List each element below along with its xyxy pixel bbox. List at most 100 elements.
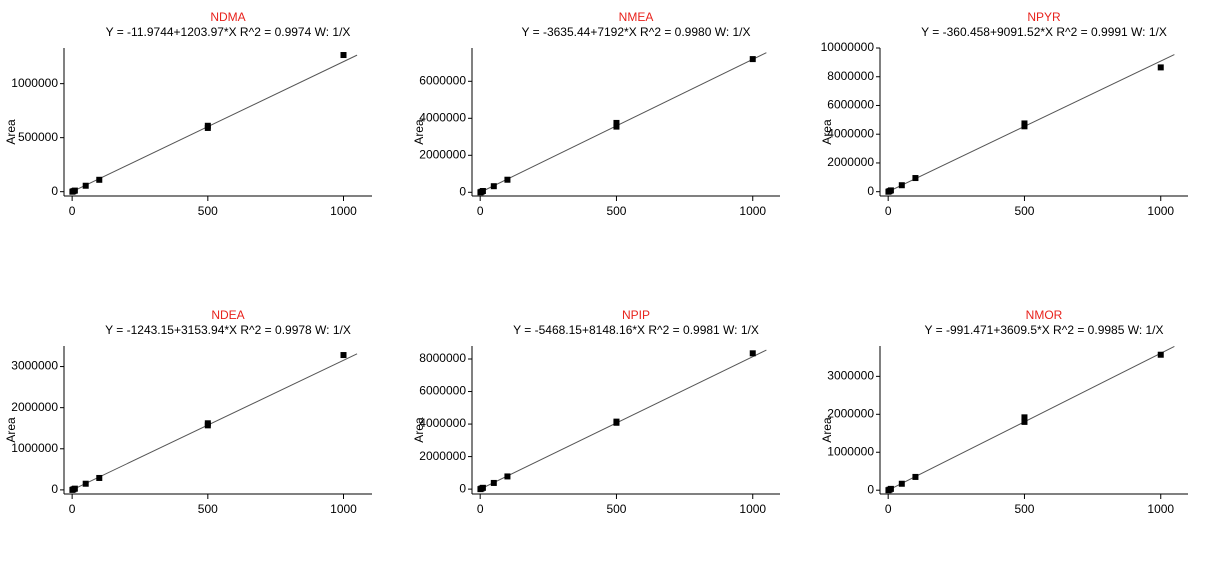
data-point: [1157, 64, 1164, 71]
y-axis-label: Area: [820, 417, 834, 443]
data-point: [96, 176, 103, 183]
equation: Y = -11.9744+1203.97*X R^2 = 0.9974 W: 1…: [106, 25, 351, 39]
data-point: [898, 182, 905, 189]
data-point: [912, 175, 919, 182]
data-point: [1021, 418, 1028, 425]
data-point: [490, 183, 497, 190]
chart-title: NDEA: [211, 308, 244, 322]
data-point: [82, 182, 89, 189]
x-tick-label: 1000: [330, 204, 357, 218]
chart-title: NPYR: [1027, 10, 1061, 24]
fit-line: [71, 54, 358, 193]
x-tick-label: 500: [606, 502, 626, 516]
data-point: [887, 485, 894, 492]
data-point: [912, 473, 919, 480]
data-point: [1021, 414, 1028, 421]
y-tick-label: 8000000: [827, 69, 874, 83]
y-tick-label: 4000000: [419, 416, 466, 430]
chart-title: NMEA: [619, 10, 654, 24]
chart-title: NPIP: [622, 308, 650, 322]
data-point: [749, 56, 756, 63]
fit-line: [71, 353, 358, 491]
data-point: [613, 418, 620, 425]
y-tick-label: 2000000: [11, 400, 58, 414]
data-point: [1157, 351, 1164, 358]
y-tick-label: 10000000: [821, 40, 875, 54]
y-tick-label: 4000000: [419, 110, 466, 124]
data-point: [749, 350, 756, 357]
equation: Y = -5468.15+8148.16*X R^2 = 0.9981 W: 1…: [513, 323, 759, 337]
y-tick-label: 6000000: [827, 98, 874, 112]
y-tick-label: 6000000: [419, 384, 466, 398]
y-tick-label: 2000000: [419, 449, 466, 463]
data-point: [504, 473, 511, 480]
x-tick-label: 0: [885, 204, 892, 218]
y-axis-label: Area: [4, 417, 18, 443]
y-tick-label: 0: [867, 482, 874, 496]
y-tick-label: 4000000: [827, 126, 874, 140]
x-tick-label: 500: [606, 204, 626, 218]
y-tick-label: 6000000: [419, 73, 466, 87]
y-tick-label: 2000000: [827, 155, 874, 169]
chart-title: NMOR: [1026, 308, 1063, 322]
y-tick-label: 1000000: [827, 444, 874, 458]
data-point: [479, 484, 486, 491]
x-tick-label: 500: [1014, 204, 1034, 218]
data-point: [504, 176, 511, 183]
y-tick-label: 0: [51, 482, 58, 496]
y-tick-label: 3000000: [11, 359, 58, 373]
equation: Y = -3635.44+7192*X R^2 = 0.9980 W: 1/X: [521, 25, 750, 39]
fit-line: [887, 345, 1175, 491]
data-point: [71, 485, 78, 492]
data-point: [1021, 120, 1028, 127]
data-point: [71, 187, 78, 194]
equation: Y = -360.458+9091.52*X R^2 = 0.9991 W: 1…: [921, 25, 1167, 39]
data-point: [613, 119, 620, 126]
y-tick-label: 0: [459, 481, 466, 495]
y-tick-label: 2000000: [419, 147, 466, 161]
data-point: [340, 52, 347, 59]
x-tick-label: 0: [477, 502, 484, 516]
data-point: [204, 122, 211, 129]
data-point: [479, 188, 486, 195]
fit-line: [479, 52, 767, 193]
x-tick-label: 0: [69, 502, 76, 516]
data-point: [490, 479, 497, 486]
equation: Y = -1243.15+3153.94*X R^2 = 0.9978 W: 1…: [105, 323, 351, 337]
x-tick-label: 1000: [1147, 502, 1174, 516]
x-tick-label: 1000: [330, 502, 357, 516]
y-tick-label: 3000000: [827, 369, 874, 383]
y-tick-label: 0: [51, 184, 58, 198]
data-point: [340, 352, 347, 359]
y-tick-label: 0: [867, 184, 874, 198]
y-axis-label: Area: [820, 119, 834, 145]
x-tick-label: 500: [1014, 502, 1034, 516]
x-tick-label: 500: [198, 502, 218, 516]
x-tick-label: 1000: [739, 502, 766, 516]
data-point: [204, 420, 211, 427]
y-axis-label: Area: [4, 119, 18, 145]
chart-title: NDMA: [210, 10, 245, 24]
y-axis-label: Area: [412, 119, 426, 145]
y-tick-label: 1000000: [11, 441, 58, 455]
fit-line: [479, 349, 767, 490]
x-tick-label: 1000: [739, 204, 766, 218]
x-tick-label: 0: [69, 204, 76, 218]
y-tick-label: 8000000: [419, 351, 466, 365]
x-tick-label: 500: [198, 204, 218, 218]
x-tick-label: 0: [885, 502, 892, 516]
x-tick-label: 0: [477, 204, 484, 218]
y-tick-label: 2000000: [827, 406, 874, 420]
equation: Y = -991.471+3609.5*X R^2 = 0.9985 W: 1/…: [924, 323, 1163, 337]
y-tick-label: 0: [459, 184, 466, 198]
data-point: [613, 123, 620, 130]
data-point: [96, 474, 103, 481]
y-tick-label: 500000: [18, 130, 58, 144]
data-point: [898, 480, 905, 487]
data-point: [887, 187, 894, 194]
y-axis-label: Area: [412, 417, 426, 443]
data-point: [82, 480, 89, 487]
x-tick-label: 1000: [1147, 204, 1174, 218]
y-tick-label: 1000000: [11, 76, 58, 90]
